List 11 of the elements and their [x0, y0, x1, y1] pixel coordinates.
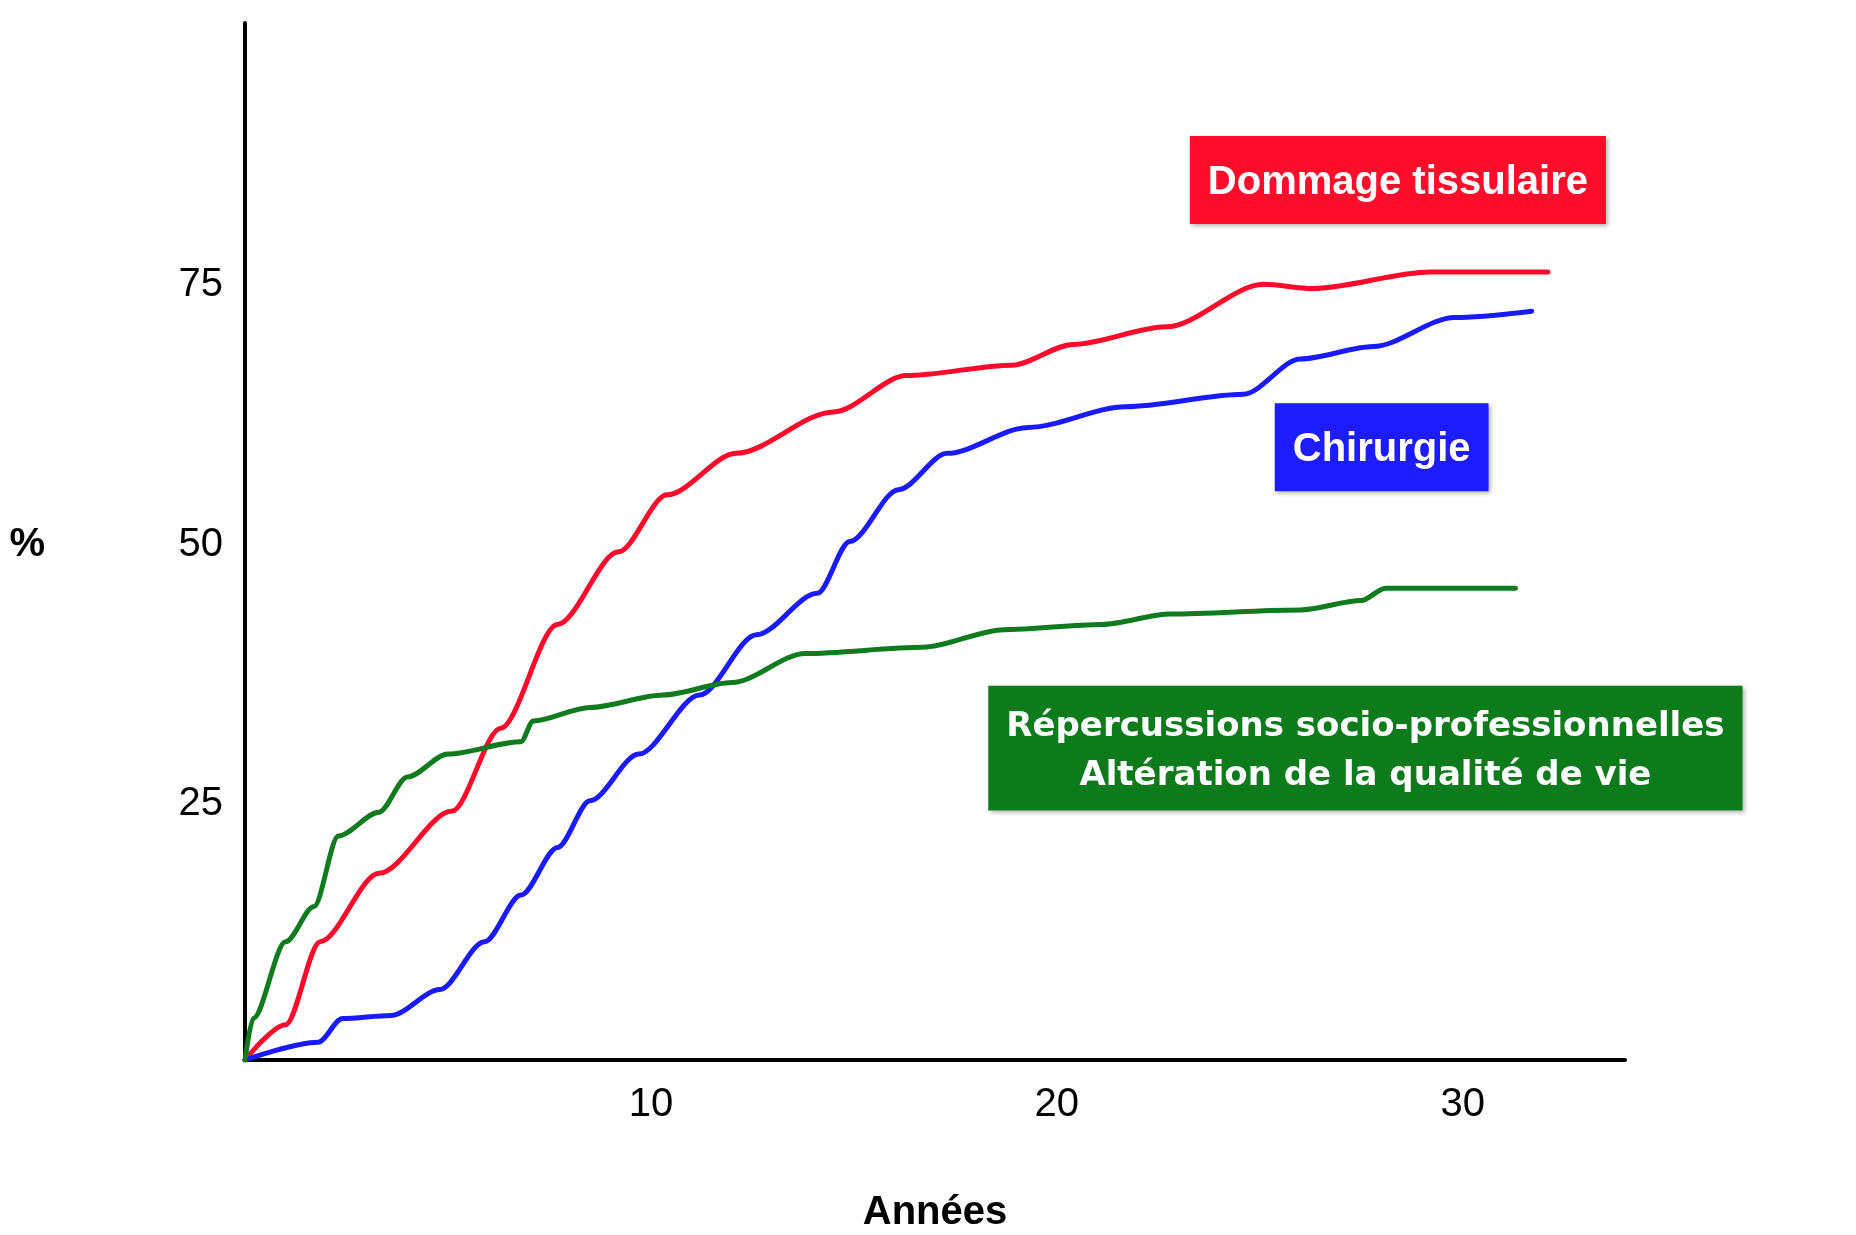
x-tick-label: 20: [1034, 1080, 1080, 1124]
y-tick-label: 75: [178, 260, 223, 305]
x-tick-label: 10: [628, 1080, 674, 1124]
x-tick-label: 30: [1440, 1080, 1485, 1124]
text: Dommage tissulaire: [1207, 157, 1588, 202]
y-tick-label: 25: [178, 778, 223, 823]
text: Répercussions socio-professionnelles Altération de la qualité de vie: [1006, 703, 1725, 793]
y-axis-title: %: [9, 519, 45, 564]
series-label: Chirurgie: [1292, 425, 1471, 470]
x-axis-title: Années: [862, 1188, 1008, 1232]
y-tick-label: 50: [178, 519, 223, 564]
